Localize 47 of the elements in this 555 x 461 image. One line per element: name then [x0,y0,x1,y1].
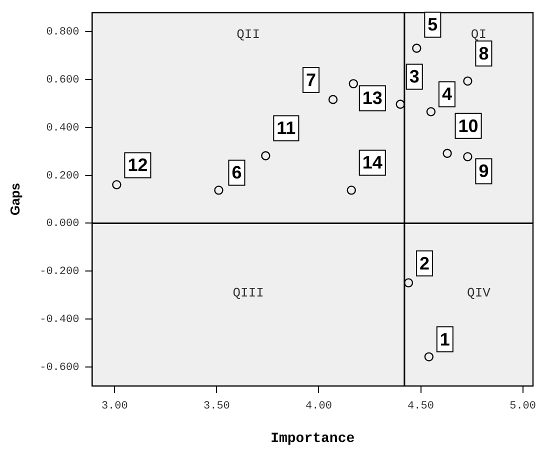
point [463,152,472,162]
point [426,107,436,116]
y-tick-label: 0.600 [46,74,80,87]
point [442,148,452,158]
x-tick-label: 5.00 [510,400,536,413]
annotation: 12 [128,155,148,176]
y-tick-label: -0.200 [40,266,80,278]
point [346,186,356,195]
y-tick-label: -0.600 [40,362,80,374]
annotation: QI [470,27,487,42]
point [396,100,405,109]
point [463,76,472,86]
y-tick-label: -0.400 [40,314,80,326]
y-tick-label: 0.200 [46,170,80,182]
x-tick-label: 4.00 [306,400,332,413]
point [348,79,358,88]
annotation: 11 [276,118,296,138]
x-tick-label: 4.50 [408,400,434,413]
annotation: 3 [409,66,420,87]
annotation: 2 [420,253,430,274]
annotation: 9 [478,161,489,182]
x-tick-label: 3.50 [203,400,230,413]
x-axis-title: Importance [270,431,355,448]
annotation: 8 [478,44,489,64]
annotation: 10 [458,116,478,136]
annotation: 1 [440,329,450,350]
y-axis-title: Gaps [7,183,22,216]
x-tick-label: 3.00 [101,400,128,413]
annotation: 13 [362,88,382,108]
y-tick-label: 0.800 [46,26,80,39]
annotation: 4 [442,84,452,104]
point [424,352,434,362]
point [214,186,224,195]
y-tick-label: 0.000 [46,218,80,230]
annotation: 14 [362,152,382,173]
point [404,278,414,288]
annotation: QIII [232,286,264,301]
annotation: QII [236,27,260,42]
annotation: QIV [467,286,491,301]
y-tick-label: 0.400 [46,122,80,134]
point [328,94,338,104]
point [112,180,122,190]
point [412,44,422,53]
annotation: 6 [232,162,242,183]
point [261,151,270,160]
annotation: 7 [306,70,316,90]
annotation: 5 [428,14,438,35]
